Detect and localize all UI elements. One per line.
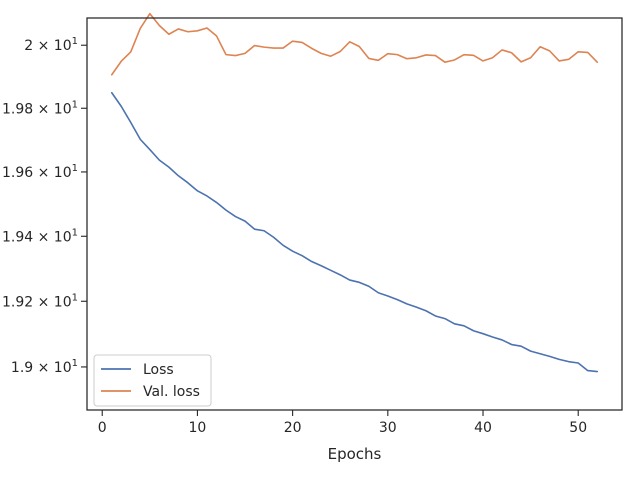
y-tick-label: 2 × 101 — [24, 36, 78, 54]
x-axis: 0 10 20 30 40 50 — [98, 410, 587, 436]
y-tick-label: 1.9 × 101 — [11, 358, 78, 376]
x-tick-label: 50 — [569, 420, 587, 436]
series-line-val-loss — [110, 12, 599, 76]
legend-label-val-loss: Val. loss — [143, 384, 200, 400]
legend-box — [93, 354, 212, 407]
legend: Loss Val. loss — [93, 354, 212, 407]
x-tick-label: 0 — [98, 420, 107, 436]
x-tick-label: 30 — [379, 420, 397, 436]
y-tick-label: 1.96 × 101 — [2, 163, 78, 181]
plot-area — [110, 12, 599, 373]
y-tick-label: 1.98 × 101 — [2, 99, 78, 117]
y-tick-label: 1.92 × 101 — [2, 292, 78, 310]
y-axis: 1.9 × 101 1.92 × 101 1.94 × 101 1.96 × 101 1… — [2, 36, 87, 376]
x-tick-label: 10 — [189, 420, 207, 436]
x-tick-label: 20 — [284, 420, 302, 436]
x-tick-label: 40 — [474, 420, 492, 436]
axes-frame — [86, 17, 623, 411]
y-tick-label: 1.94 × 101 — [2, 227, 78, 245]
x-axis-label: Epochs — [328, 445, 382, 463]
legend-label-loss: Loss — [143, 362, 174, 378]
series-line-loss — [110, 91, 599, 373]
